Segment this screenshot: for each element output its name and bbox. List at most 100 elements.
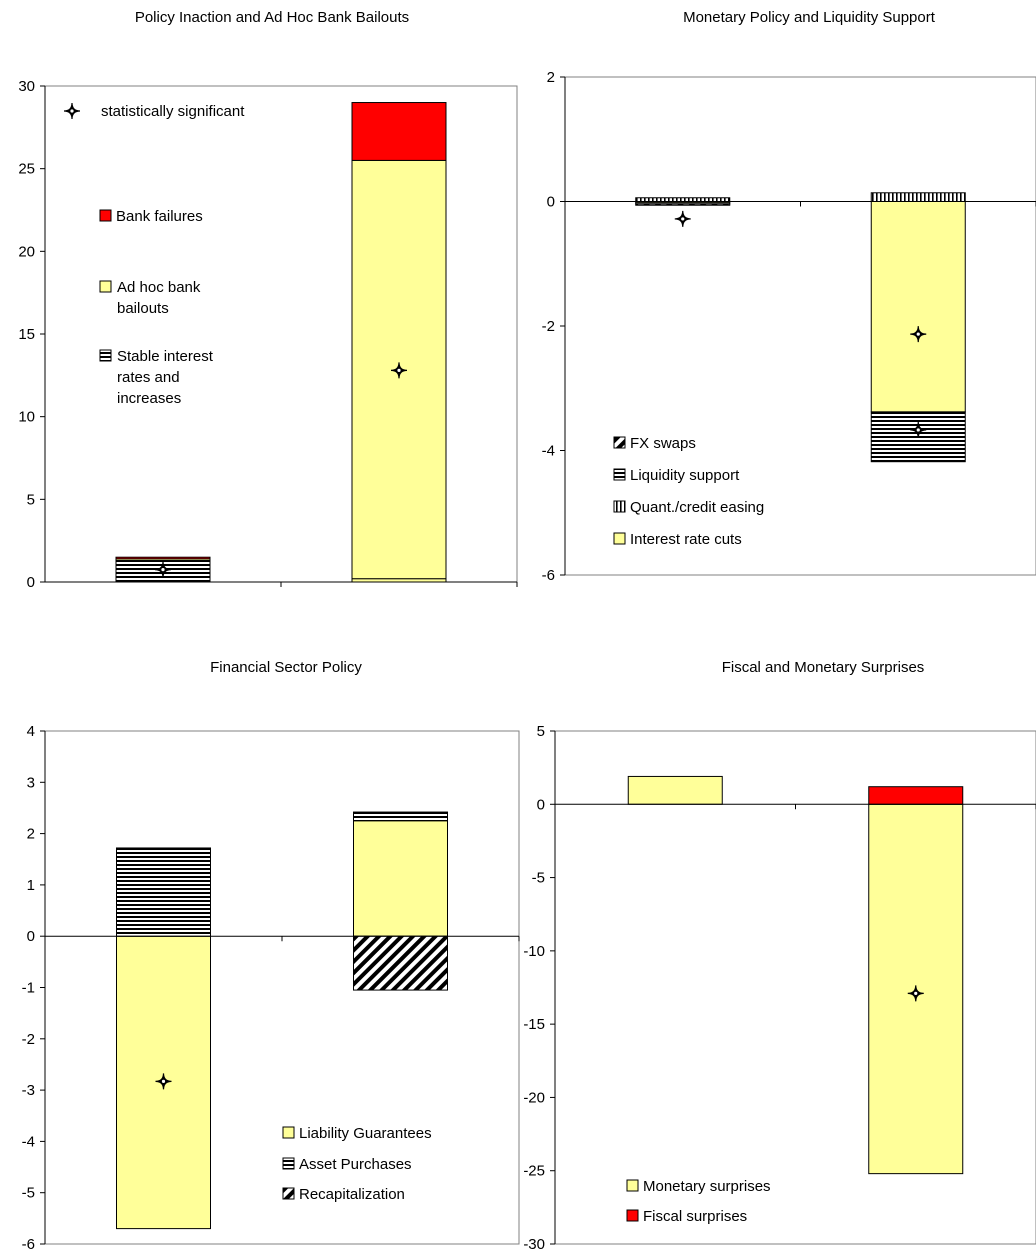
legend-item-recapitalization: Recapitalization: [282, 1186, 405, 1203]
y-tick-label: -5: [22, 1185, 35, 1202]
chart-title: Policy Inaction and Ad Hoc Bank Bailouts: [135, 9, 409, 26]
legend-swatch: [613, 532, 626, 545]
y-tick-label: -4: [22, 1133, 35, 1150]
legend-swatch: [99, 349, 112, 362]
y-tick-label: -4: [542, 443, 555, 460]
legend-swatch: [282, 1187, 295, 1200]
legend-item-liquidity-support: Liquidity support: [613, 467, 740, 484]
chart-title: Monetary Policy and Liquidity Support: [683, 9, 936, 26]
bar-segment: [115, 556, 211, 560]
y-tick-label: -25: [523, 1163, 545, 1180]
bar-segment: [635, 203, 731, 206]
chart-financial-sector-policy: Financial Sector Policy -6 -5 -4 -3 -2 -1 0 1 2 3…: [22, 659, 520, 1253]
significance-marker: [910, 326, 927, 343]
legend-item-asset-purchases: Asset Purchases: [282, 1156, 412, 1173]
y-tick-label: 20: [18, 243, 35, 260]
svg-text:Liquidity support: Liquidity support: [630, 467, 740, 484]
y-tick-label: -6: [22, 1236, 35, 1253]
legend-swatch: [613, 500, 626, 513]
legend-item-bank-failures: Bank failures: [99, 208, 203, 225]
y-tick-label: 0: [537, 796, 545, 813]
legend-swatch: [282, 1157, 295, 1170]
svg-text:Quant./credit easing: Quant./credit easing: [630, 499, 764, 516]
bar-segment: [627, 775, 723, 805]
bar-segment: [870, 192, 966, 203]
y-tick-label: 2: [547, 69, 555, 86]
y-tick-label: 10: [18, 409, 35, 426]
legend-item-interest-rate-cuts: Interest rate cuts: [613, 531, 742, 548]
bar-segment: [351, 102, 447, 161]
y-tick-label: 0: [27, 928, 35, 945]
significance-marker: [674, 210, 691, 227]
svg-text:statistically significant: statistically significant: [101, 103, 245, 120]
legend-item-fiscal-surprises: Fiscal surprises: [626, 1208, 747, 1225]
legend-item-ad-hoc-bailouts: Ad hoc bank bailouts: [99, 279, 201, 317]
significance-marker: [63, 102, 81, 120]
svg-text:Monetary surprises: Monetary surprises: [643, 1178, 771, 1195]
legend: FX swaps Liquidity support Quant./credit…: [613, 435, 764, 548]
bar-segment: [353, 820, 448, 937]
svg-text:Liability Guarantees: Liability Guarantees: [299, 1125, 432, 1142]
legend-swatch: [99, 209, 112, 222]
bar-segment: [353, 935, 448, 991]
significance-marker: [910, 421, 927, 438]
significance-marker: [390, 362, 408, 379]
significance-marker: [907, 985, 924, 1002]
bar-segment: [635, 197, 731, 202]
legend: Liability Guarantees Asset Purchases Rec…: [282, 1125, 432, 1203]
y-tick-label: -6: [542, 567, 555, 584]
legend-item-stable-rates: Stable interest rates and increases: [99, 348, 214, 407]
significance-marker: [155, 1073, 172, 1090]
legend-label: Ad hoc bank bailouts: [117, 279, 201, 317]
legend-item-quant-easing: Quant./credit easing: [613, 499, 764, 516]
y-tick-label: 15: [18, 326, 35, 343]
legend-item-fx-swaps: FX swaps: [613, 435, 696, 452]
y-tick-label: 0: [547, 194, 555, 211]
chart-title: Financial Sector Policy: [210, 659, 362, 676]
legend-label: Stable interest rates and increases: [117, 348, 214, 407]
legend-swatch: [626, 1179, 639, 1192]
y-tick-label: 3: [27, 774, 35, 791]
y-tick-label: -5: [532, 870, 545, 887]
svg-text:FX swaps: FX swaps: [630, 435, 696, 452]
chart-title: Fiscal and Monetary Surprises: [722, 659, 925, 676]
legend-swatch: [626, 1209, 639, 1222]
legend-item-liability-guarantees: Liability Guarantees: [282, 1125, 432, 1142]
legend-item-monetary-surprises: Monetary surprises: [626, 1178, 771, 1195]
chart-fiscal-monetary-surprises: Fiscal and Monetary Surprises -30 -25 -20 -…: [523, 659, 1036, 1253]
legend-swatch: [282, 1126, 295, 1139]
svg-text:Fiscal surprises: Fiscal surprises: [643, 1208, 747, 1225]
y-tick-label: -2: [22, 1031, 35, 1048]
y-tick-label: -3: [22, 1082, 35, 1099]
y-tick-label: 1: [27, 877, 35, 894]
chart-policy-inaction: Policy Inaction and Ad Hoc Bank Bailouts…: [18, 9, 518, 591]
svg-text:Asset Purchases: Asset Purchases: [299, 1156, 412, 1173]
bar-segment: [870, 201, 966, 413]
legend-swatch: [99, 280, 112, 293]
legend: statistically significant Bank failures …: [63, 102, 245, 407]
svg-text:Recapitalization: Recapitalization: [299, 1186, 405, 1203]
y-tick-label: 30: [18, 78, 35, 95]
legend-swatch: [613, 468, 626, 481]
bar-segment: [868, 786, 964, 805]
y-tick-label: 25: [18, 161, 35, 178]
y-tick-label: -15: [523, 1016, 545, 1033]
bar-segment: [353, 811, 448, 822]
bar-segment: [116, 847, 211, 937]
significance-marker: [154, 561, 172, 578]
y-tick-label: -10: [523, 943, 545, 960]
y-tick-label: -30: [523, 1236, 545, 1253]
legend-item-significant: statistically significant: [63, 102, 245, 120]
y-tick-label: 4: [27, 723, 35, 740]
y-tick-label: 2: [27, 826, 35, 843]
legend-swatch: [613, 436, 626, 449]
y-tick-label: 0: [27, 574, 35, 591]
legend: Monetary surprises Fiscal surprises: [626, 1178, 771, 1225]
chart-monetary-policy: Monetary Policy and Liquidity Support -6…: [542, 9, 1036, 584]
y-tick-label: -20: [523, 1089, 545, 1106]
svg-text:Bank failures: Bank failures: [116, 208, 203, 225]
y-tick-label: -2: [542, 318, 555, 335]
y-tick-label: 5: [537, 723, 545, 740]
svg-text:Interest rate cuts: Interest rate cuts: [630, 531, 742, 548]
